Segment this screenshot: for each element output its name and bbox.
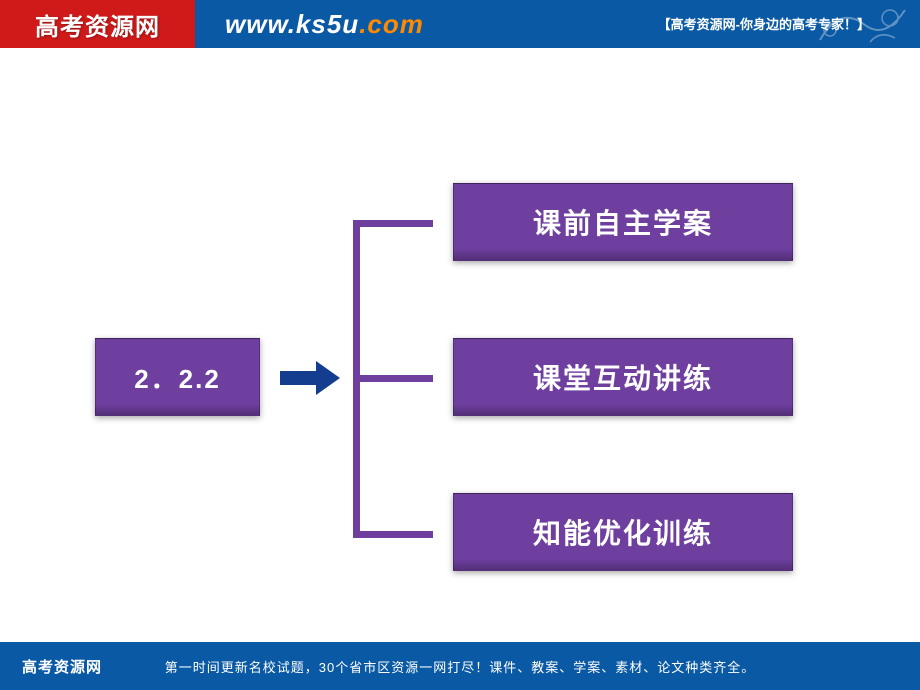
tagline-text: 【高考资源网-你身边的高考专家！】 <box>658 14 870 33</box>
url-suffix: .com <box>359 9 424 39</box>
site-logo: 高考资源网 <box>0 0 195 48</box>
footer-description: 第一时间更新名校试题，30个省市区资源一网打尽！课件、教案、学案、素材、论文种类… <box>165 657 755 676</box>
main-diagram-area: 2．2.2 课前自主学案 课堂互动讲练 知能优化训练 <box>0 48 920 642</box>
source-node: 2．2.2 <box>95 338 260 416</box>
header-bar: 高考资源网 www.ks5u.com 【高考资源网-你身边的高考专家！】 <box>0 0 920 48</box>
url-prefix: www.ks5u <box>225 9 359 39</box>
bracket-connector <box>353 220 433 538</box>
footer-logo-text: 高考资源网 <box>22 656 102 677</box>
target-node-2[interactable]: 课堂互动讲练 <box>453 338 793 416</box>
target-node-1[interactable]: 课前自主学案 <box>453 183 793 261</box>
footer-bar: 高考资源网 第一时间更新名校试题，30个省市区资源一网打尽！课件、教案、学案、素… <box>0 642 920 690</box>
target-node-3[interactable]: 知能优化训练 <box>453 493 793 571</box>
arrow-icon <box>280 361 340 395</box>
